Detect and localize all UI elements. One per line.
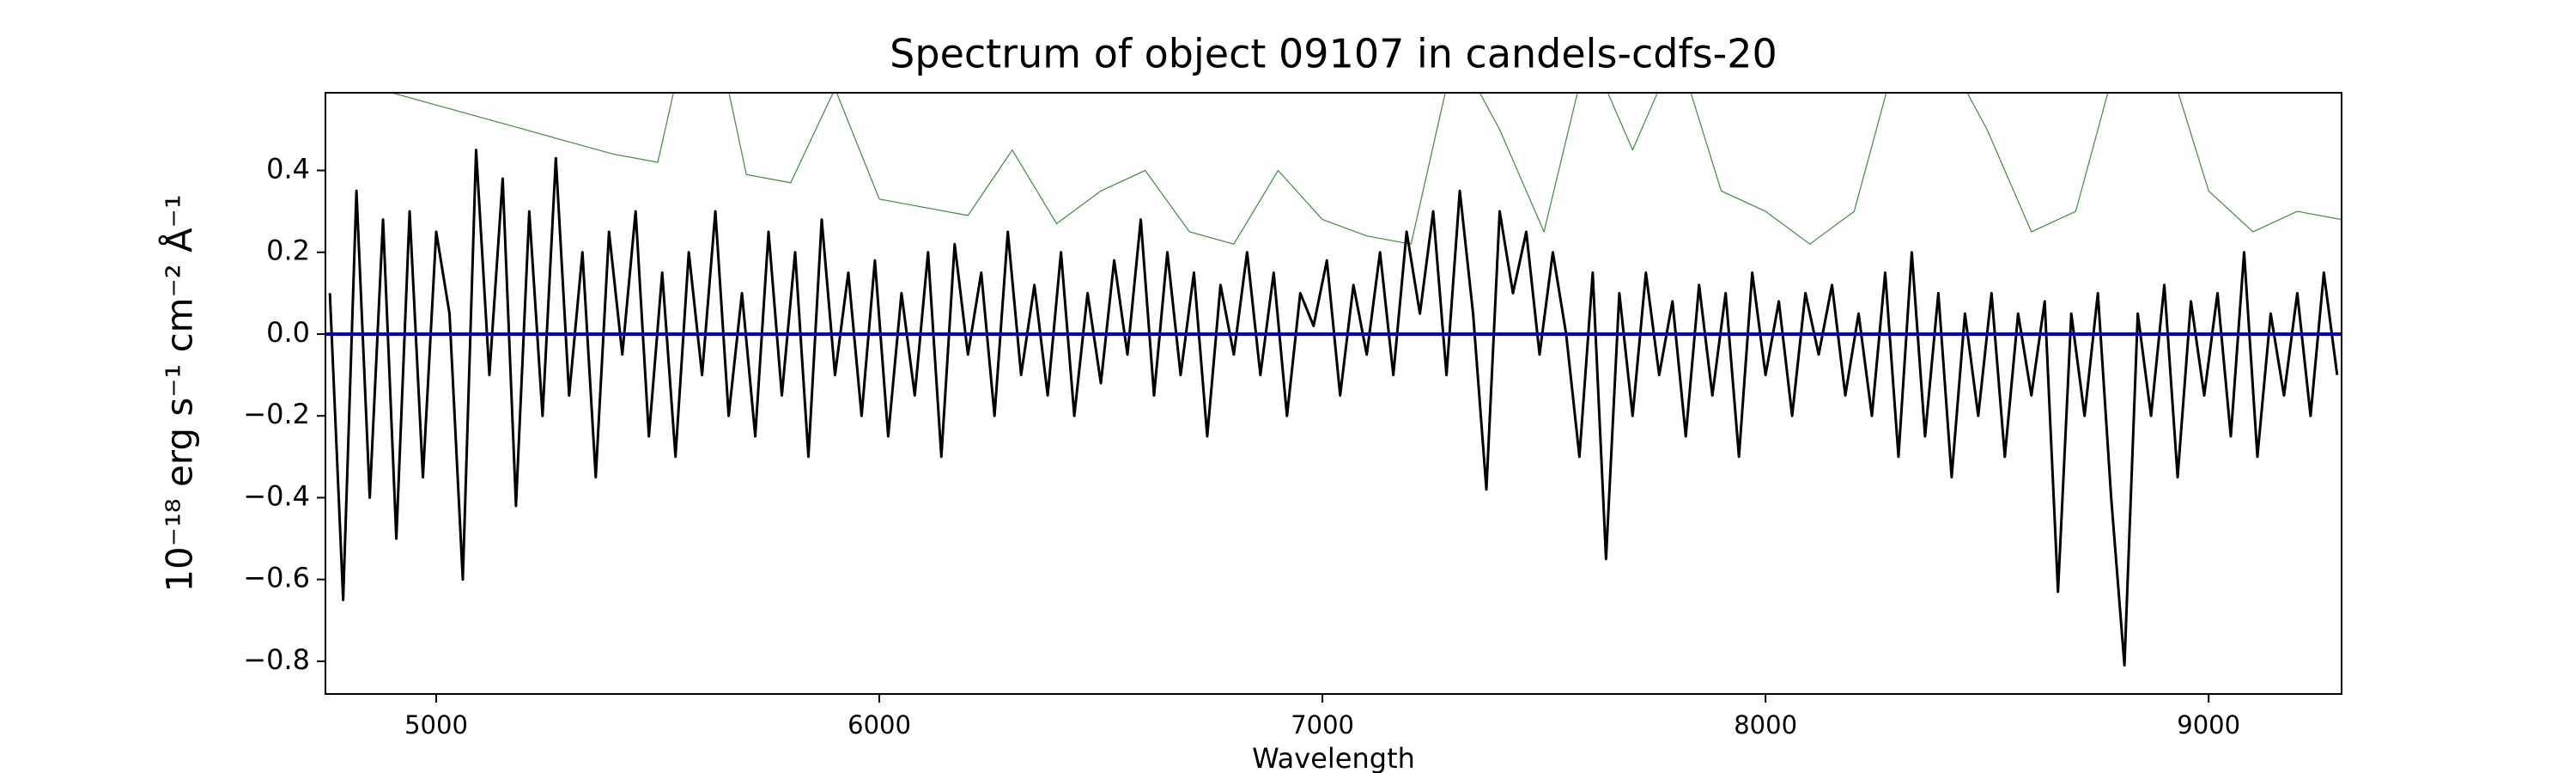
y-tick-label: 0.0: [266, 316, 310, 349]
spectrum-line: [392, 93, 2342, 245]
y-axis-label: 10⁻¹⁸ erg s⁻¹ cm⁻² Å⁻¹: [158, 194, 201, 592]
x-tick-label: 8000: [1734, 710, 1797, 740]
y-tick-label: −0.6: [243, 562, 310, 594]
y-tick-label: −0.2: [243, 398, 310, 430]
y-tick-label: −0.4: [243, 479, 310, 512]
y-tick-label: 0.4: [266, 152, 310, 185]
x-axis-label: Wavelength: [1252, 742, 1415, 773]
x-tick-label: 6000: [848, 710, 911, 740]
plot-frame: [325, 92, 2342, 695]
x-tick-label: 5000: [404, 710, 468, 740]
x-tick-label: 7000: [1291, 710, 1354, 740]
y-tick-label: −0.8: [243, 643, 310, 676]
x-tick-label: 9000: [2177, 710, 2240, 740]
spectrum-line: [328, 149, 2339, 667]
chart-title: Spectrum of object 09107 in candels-cdfs…: [890, 31, 1777, 77]
y-tick-label: 0.2: [266, 234, 310, 267]
